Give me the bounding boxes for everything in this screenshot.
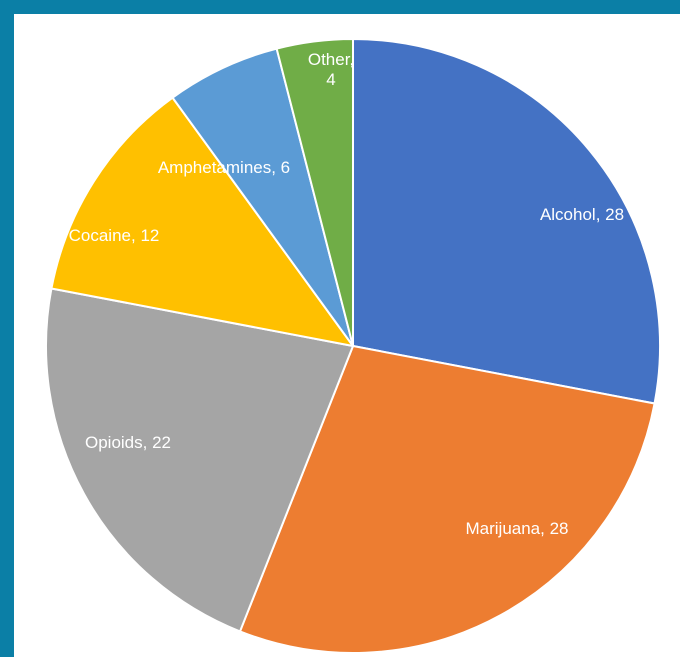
pie-slice-marijuana: [238, 345, 656, 654]
data-label-amphetamines: Amphetamines, 6: [158, 158, 290, 177]
data-label-cocaine: Cocaine, 12: [69, 226, 160, 245]
pie-slice-other: [275, 38, 354, 347]
data-label-marijuana: Marijuana, 28: [465, 519, 568, 538]
data-label-other: Other, 4: [308, 50, 354, 89]
data-label-alcohol: Alcohol, 28: [540, 205, 624, 224]
pie-chart: Alcohol, 28 Marijuana, 28 Opioids, 22 Cocai…: [45, 38, 661, 654]
chart-frame: Alcohol, 28 Marijuana, 28 Opioids, 22 Cocai…: [14, 14, 680, 657]
pie-slice-opioids: [45, 287, 354, 633]
pie-slice-alcohol: [352, 38, 661, 405]
data-label-opioids: Opioids, 22: [85, 433, 171, 452]
pie-slice-cocaine: [50, 96, 354, 347]
